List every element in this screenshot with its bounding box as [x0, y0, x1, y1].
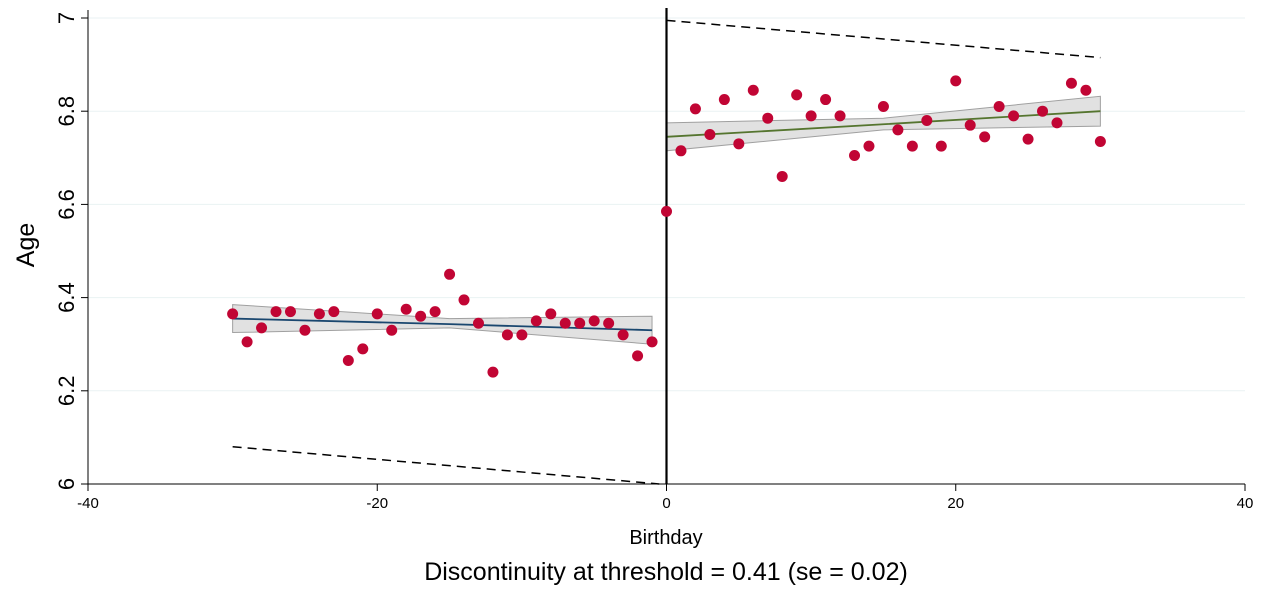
data-point: [892, 124, 904, 136]
data-point: [530, 315, 542, 327]
data-point: [689, 103, 701, 115]
data-point: [328, 306, 340, 318]
y-tick-label: 6.8: [54, 96, 79, 127]
data-point: [964, 119, 976, 131]
data-point: [241, 336, 253, 348]
data-point: [979, 131, 991, 143]
data-point: [646, 336, 658, 348]
data-point: [747, 84, 759, 96]
data-point: [1080, 84, 1092, 96]
data-point: [1022, 133, 1034, 145]
data-point: [313, 308, 325, 320]
x-axis-label: Birthday: [629, 527, 702, 549]
data-point: [429, 306, 441, 318]
data-point: [704, 129, 716, 140]
data-point: [632, 350, 644, 362]
data-point: [1065, 77, 1077, 89]
bound-line: [666, 19, 1101, 59]
x-tick-label: -20: [366, 495, 388, 512]
data-point: [603, 317, 615, 329]
data-point: [371, 308, 383, 320]
x-tick-label: 0: [662, 495, 670, 512]
y-tick-label: 7: [54, 12, 79, 24]
subtitle: Discontinuity at threshold = 0.41 (se = …: [424, 558, 908, 586]
data-point: [935, 140, 947, 152]
data-point: [559, 317, 571, 329]
data-point: [661, 205, 672, 217]
x-tick-label: -40: [77, 495, 99, 512]
data-point: [820, 94, 832, 106]
data-point: [357, 343, 369, 355]
data-point: [1094, 135, 1106, 147]
data-point: [718, 94, 730, 106]
data-point: [762, 112, 774, 124]
data-point: [227, 308, 239, 320]
data-point: [270, 306, 282, 318]
x-tick-label: 40: [1237, 495, 1254, 512]
x-tick-label: 20: [947, 495, 964, 512]
data-point: [487, 366, 499, 378]
data-point: [256, 322, 268, 334]
data-point: [1008, 110, 1020, 122]
data-point: [675, 145, 687, 157]
data-point: [501, 329, 513, 341]
data-point: [791, 89, 803, 101]
data-point: [921, 115, 933, 127]
data-point: [284, 306, 296, 318]
data-point: [574, 317, 586, 329]
data-point: [863, 140, 875, 152]
data-point: [617, 329, 629, 341]
data-point: [1037, 105, 1049, 117]
data-point: [342, 355, 354, 367]
data-point: [834, 110, 846, 122]
data-point: [733, 138, 745, 150]
data-point: [805, 110, 817, 122]
data-point: [776, 170, 788, 182]
data-point: [516, 329, 528, 341]
data-point: [950, 75, 962, 87]
data-point: [993, 101, 1005, 113]
y-tick-label: 6.4: [54, 282, 79, 313]
fit-line: [666, 110, 1101, 138]
data-point: [444, 268, 456, 280]
fit-line: [232, 317, 653, 332]
y-axis-label: Age: [12, 223, 40, 267]
y-tick-label: 6.2: [54, 376, 79, 407]
data-point: [386, 324, 398, 336]
data-point: [1051, 117, 1063, 129]
data-point: [472, 317, 484, 329]
data-point: [458, 294, 470, 306]
data-point: [588, 315, 600, 327]
data-point: [415, 310, 427, 322]
data-point: [849, 149, 861, 161]
data-point: [877, 101, 889, 113]
data-point: [545, 308, 557, 320]
data-point: [299, 324, 311, 336]
data-point: [400, 303, 412, 315]
y-tick-label: 6.6: [54, 189, 79, 220]
data-point: [906, 140, 918, 152]
y-tick-label: 6: [54, 478, 79, 490]
bound-line: [232, 445, 660, 485]
